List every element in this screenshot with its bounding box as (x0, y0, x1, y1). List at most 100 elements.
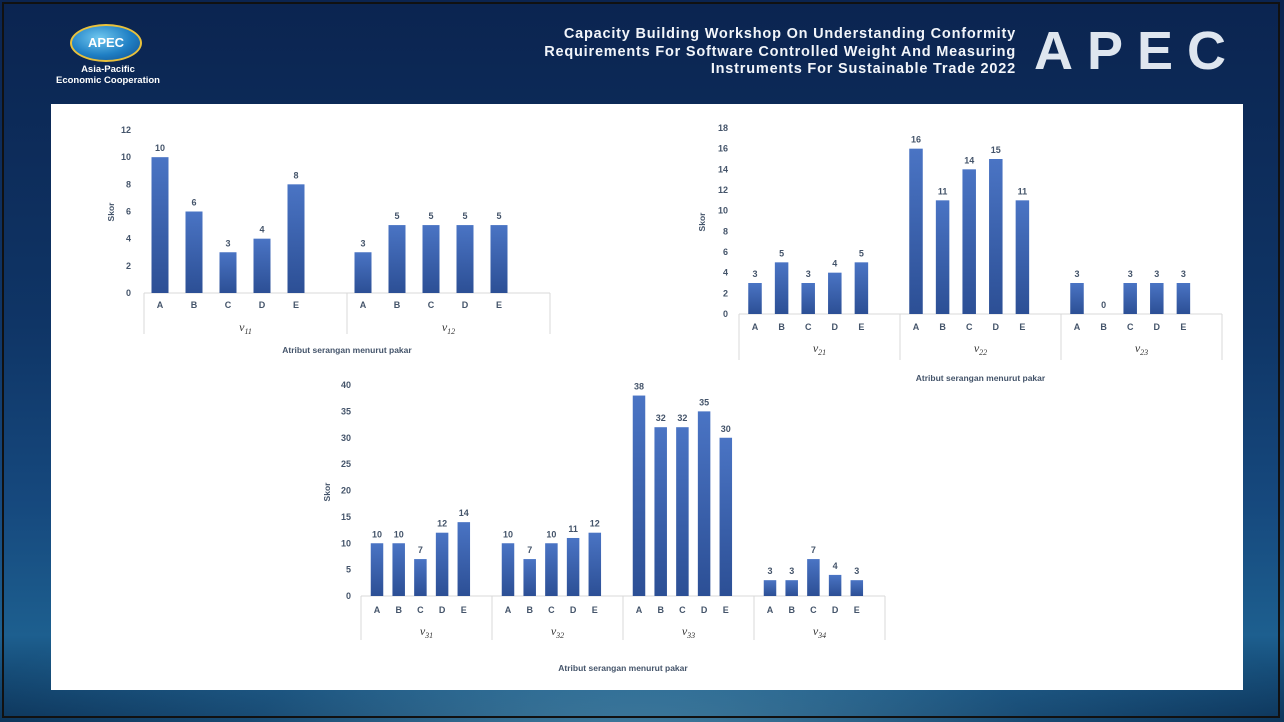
y-tick-label-1-1: 2 (723, 288, 728, 298)
workshop-title-line-3: Instruments For Sustainable Trade 2022 (710, 61, 1016, 77)
logo-sub-line-1: Asia-Pacific (81, 64, 135, 75)
category-label-0-v12-C: C (428, 300, 435, 310)
workshop-title-line-1: Capacity Building Workshop On Understand… (563, 26, 1016, 42)
group-label-2-2: v33 (682, 624, 695, 640)
bar-1-v23-D (1150, 283, 1164, 314)
data-label-1-v21-C: 3 (806, 269, 811, 279)
bar-1-v21-A (748, 283, 762, 314)
category-label-2-v31-A: A (374, 605, 381, 615)
data-label-2-v31-B: 10 (394, 529, 404, 539)
bar-2-v31-E (457, 522, 471, 596)
workshop-title-line-2: Requirements For Software Controlled Wei… (544, 43, 1016, 60)
data-label-1-v22-D: 15 (991, 145, 1001, 155)
category-label-1-v22-C: C (966, 322, 973, 332)
category-label-2-v31-E: E (461, 605, 467, 615)
bar-2-v33-A (632, 395, 646, 596)
data-label-0-v12-A: 3 (360, 238, 365, 248)
group-label-0-1: v12 (442, 320, 455, 336)
category-label-1-v23-A: A (1074, 322, 1081, 332)
y-tick-label-2-0: 0 (346, 591, 351, 601)
data-label-1-v23-E: 3 (1181, 269, 1186, 279)
apec-logo-text: APEC (87, 35, 125, 50)
bar-0-v12-A (354, 252, 372, 293)
y-tick-label-0-4: 8 (126, 179, 131, 189)
data-label-1-v22-A: 16 (911, 135, 921, 145)
y-tick-label-1-9: 18 (718, 123, 728, 133)
y-axis-title-1: Skor (697, 212, 707, 232)
y-tick-label-0-6: 12 (121, 125, 131, 135)
data-label-1-v21-B: 5 (779, 248, 784, 258)
bar-2-v31-C (414, 559, 427, 596)
data-label-2-v34-E: 3 (854, 566, 859, 576)
category-label-2-v31-C: C (417, 605, 424, 615)
data-label-1-v23-C: 3 (1128, 269, 1133, 279)
bar-0-v11-D (253, 238, 271, 293)
data-label-0-v12-D: 5 (462, 211, 467, 221)
bar-2-v32-C (545, 543, 558, 596)
category-label-1-v21-B: B (778, 322, 785, 332)
data-label-0-v11-B: 6 (191, 198, 196, 208)
bar-2-v32-B (523, 559, 536, 596)
y-tick-label-0-1: 2 (126, 261, 131, 271)
y-tick-label-0-5: 10 (121, 152, 131, 162)
category-label-1-v22-A: A (913, 322, 920, 332)
category-label-1-v23-D: D (1154, 322, 1161, 332)
data-label-1-v21-A: 3 (752, 269, 757, 279)
y-axis-title-0: Skor (106, 202, 116, 222)
y-tick-label-1-7: 14 (718, 164, 728, 174)
category-label-0-v12-E: E (496, 300, 502, 310)
y-tick-label-1-6: 12 (718, 185, 728, 195)
data-label-1-v23-D: 3 (1154, 269, 1159, 279)
y-tick-label-2-6: 30 (341, 433, 351, 443)
bar-0-v11-A (151, 157, 169, 293)
bar-2-v34-A (763, 580, 777, 596)
bar-2-v32-E (588, 532, 602, 596)
bar-2-v34-D (828, 574, 842, 596)
x-axis-title-0: Atribut serangan menurut pakar (282, 345, 412, 355)
category-label-2-v32-A: A (505, 605, 512, 615)
bar-0-v12-D (456, 225, 474, 293)
category-label-1-v21-D: D (832, 322, 839, 332)
category-label-0-v11-D: D (259, 300, 266, 310)
category-label-1-v22-E: E (1019, 322, 1025, 332)
apec-logo-emblem: APEC (70, 24, 142, 62)
category-label-1-v23-B: B (1100, 322, 1107, 332)
data-label-1-v21-E: 5 (859, 248, 864, 258)
category-label-2-v34-E: E (854, 605, 860, 615)
category-label-0-v12-B: B (394, 300, 401, 310)
category-label-2-v33-A: A (636, 605, 643, 615)
group-label-1-0: v21 (813, 341, 826, 357)
bar-1-v21-C (801, 283, 815, 314)
bar-1-v21-D (828, 272, 842, 314)
bar-1-v22-C (962, 169, 976, 314)
group-label-1-2: v23 (1135, 341, 1148, 357)
data-label-2-v33-E: 30 (721, 424, 731, 434)
bar-0-v11-E (287, 184, 305, 293)
category-label-1-v23-C: C (1127, 322, 1134, 332)
data-label-1-v23-B: 0 (1101, 300, 1106, 310)
group-label-2-3: v34 (813, 624, 826, 640)
data-label-2-v31-C: 7 (418, 545, 423, 555)
y-tick-label-1-3: 6 (723, 247, 728, 257)
group-label-0-0: v11 (239, 320, 252, 336)
data-label-0-v11-E: 8 (293, 170, 298, 180)
data-label-0-v11-A: 10 (155, 143, 165, 153)
x-axis-title-1: Atribut serangan menurut pakar (916, 373, 1046, 383)
data-label-2-v31-D: 12 (437, 519, 447, 529)
category-label-2-v34-A: A (767, 605, 774, 615)
data-label-1-v22-C: 14 (964, 155, 974, 165)
category-label-2-v33-E: E (723, 605, 729, 615)
category-label-0-v11-A: A (157, 300, 164, 310)
data-label-1-v23-A: 3 (1074, 269, 1079, 279)
data-label-2-v32-B: 7 (527, 545, 532, 555)
y-tick-label-2-1: 5 (346, 565, 351, 575)
y-tick-label-1-2: 4 (723, 268, 728, 278)
category-label-2-v32-D: D (570, 605, 577, 615)
category-label-2-v31-D: D (439, 605, 446, 615)
data-label-2-v34-C: 7 (811, 545, 816, 555)
apec-logo-subtitle: Asia-Pacific Economic Cooperation (48, 64, 168, 86)
category-label-2-v32-B: B (526, 605, 533, 615)
data-label-2-v32-C: 10 (546, 529, 556, 539)
bar-1-v22-D (989, 159, 1003, 314)
